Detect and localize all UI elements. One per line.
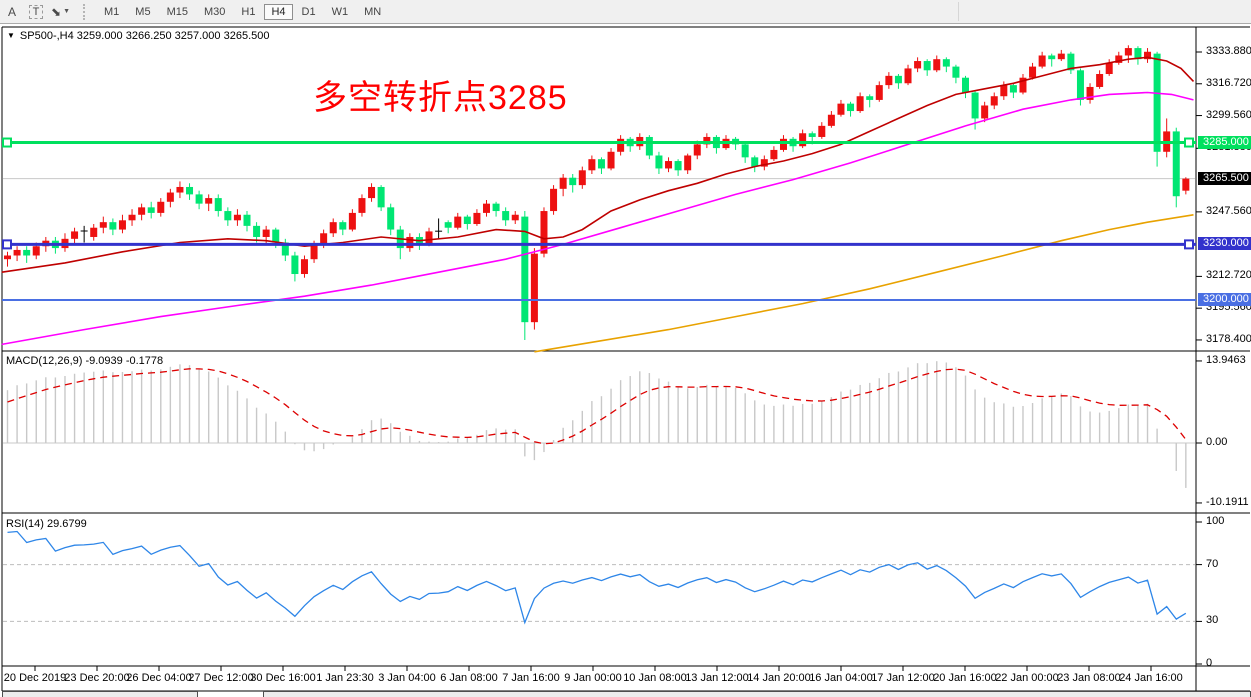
gridlines [3,178,1195,622]
rsi-axis-tick[interactable]: 0 [1206,657,1213,669]
date-axis-label[interactable]: 17 Jan 12:00 [871,672,935,684]
horizontal-lines[interactable] [2,137,1196,301]
price-axis-tick[interactable]: 3178.400 [1206,332,1251,345]
timeframe-button-H1[interactable]: H1 [241,5,256,18]
rsi-indicator-header: RSI(14) 29.6799 [6,518,87,530]
timeframe-button-M30[interactable]: M30 [203,5,226,18]
text-label-tool-icon: T [28,4,44,19]
cursor-style-tool-icon: ⬊ [51,4,62,19]
date-axis-label[interactable]: 16 Jan 04:00 [809,672,873,684]
toolbar-separator [958,2,959,21]
drawing-tools-group: A T ⬊ ▼ [0,2,73,22]
toolbar: A T ⬊ ▼ M1 M5 M15 M30 H1 H4 D1 W1 MN [0,0,1251,24]
macd-histogram [6,361,1187,488]
date-axis-label[interactable]: 26 Dec 04:00 [126,672,192,684]
date-axis-label[interactable]: 7 Jan 16:00 [502,672,560,684]
date-axis-label[interactable]: 9 Jan 00:00 [564,672,622,684]
date-axis-label[interactable]: 10 Jan 08:00 [623,672,687,684]
price-axis-tick[interactable]: 3247.560 [1206,204,1251,217]
overlay-ma-mid [1,91,1194,346]
macd-axis-tick[interactable]: 0.00 [1206,436,1228,448]
hline-price-badge: 3285.000 [1198,135,1251,149]
macd-signal-line [7,368,1187,445]
rsi-axis-tick[interactable]: 100 [1206,515,1225,527]
date-axis-label[interactable]: 3 Jan 04:00 [378,672,436,684]
timeframe-button-M5[interactable]: M5 [135,5,151,18]
panel-frames [1,26,1250,692]
timeframe-button-M15[interactable]: M15 [166,5,188,18]
price-axis-tick[interactable]: 3333.880 [1206,45,1251,57]
date-axis-label[interactable]: 6 Jan 08:00 [440,672,498,684]
cursor-style-tool-button[interactable]: ⬊ ▼ [50,2,71,22]
timeframe-group: M1 M5 M15 M30 H1 H4 D1 W1 MN [96,3,389,20]
timeframe-button-W1[interactable]: W1 [331,5,349,18]
hline-price-badge: 3200.000 [1198,292,1251,306]
chart-tab-partial[interactable] [2,691,198,697]
date-axis-label[interactable]: 20 Dec 2019 [3,672,67,684]
macd-indicator-header: MACD(12,26,9) -9.0939 -0.1778 [6,355,164,367]
dropdown-caret-icon[interactable]: ▼ [63,8,70,15]
toolbar-drag-handle[interactable] [83,3,88,20]
hline-price-badge: 3230.000 [1198,237,1251,251]
rsi-axis-tick[interactable]: 70 [1206,557,1219,570]
timeframe-button-MN[interactable]: MN [364,5,382,18]
date-axis-label[interactable]: 20 Jan 16:00 [933,672,997,684]
timeframe-button-D1[interactable]: D1 [301,5,316,18]
macd-axis-tick[interactable]: 13.9463 [1206,353,1246,366]
text-label-tool-button[interactable]: T [26,2,46,22]
chart-annotation-text[interactable]: 多空转折点3285 [313,79,568,117]
chart-symbol-header[interactable]: ▼ SP500-,H4 3259.000 3266.250 3257.000 32… [7,30,269,42]
font-tool-icon: A [7,4,16,19]
expand-arrow-icon[interactable]: ▼ [7,31,15,40]
date-axis-label[interactable]: 14 Jan 20:00 [747,672,811,684]
rsi-axis-tick[interactable]: 30 [1206,614,1219,627]
rsi-line [7,530,1187,625]
macd-axis-tick[interactable]: -10.1911 [1206,495,1249,508]
axis-ticks [34,51,1202,671]
timeframe-button-H4[interactable]: H4 [264,3,293,20]
date-axis-label[interactable]: 23 Jan 08:00 [1057,672,1121,684]
font-tool-button[interactable]: A [2,2,22,22]
chart-tab-partial[interactable] [263,691,1251,697]
date-axis-label[interactable]: 23 Dec 20:00 [64,672,130,684]
date-axis-label[interactable]: 13 Jan 12:00 [685,672,749,684]
date-axis-label[interactable]: 30 Dec 16:00 [250,672,316,684]
symbol-ohlc-text: SP500-,H4 3259.000 3266.250 3257.000 326… [19,30,270,42]
current-price-badge: 3265.500 [1198,171,1251,185]
timeframe-button-M1[interactable]: M1 [104,5,120,18]
overlay-ma-slow [534,214,1194,353]
price-axis-tick[interactable]: 3299.560 [1206,108,1251,121]
date-axis-label[interactable]: 22 Jan 00:00 [995,672,1059,684]
date-axis-label[interactable]: 1 Jan 23:30 [316,672,374,684]
price-axis-tick[interactable]: 3316.720 [1206,76,1251,89]
date-axis-label[interactable]: 27 Dec 12:00 [188,672,254,684]
candles-layer [4,45,1190,340]
price-axis-tick[interactable]: 3212.720 [1206,269,1251,282]
date-axis-label[interactable]: 24 Jan 16:00 [1119,672,1183,684]
